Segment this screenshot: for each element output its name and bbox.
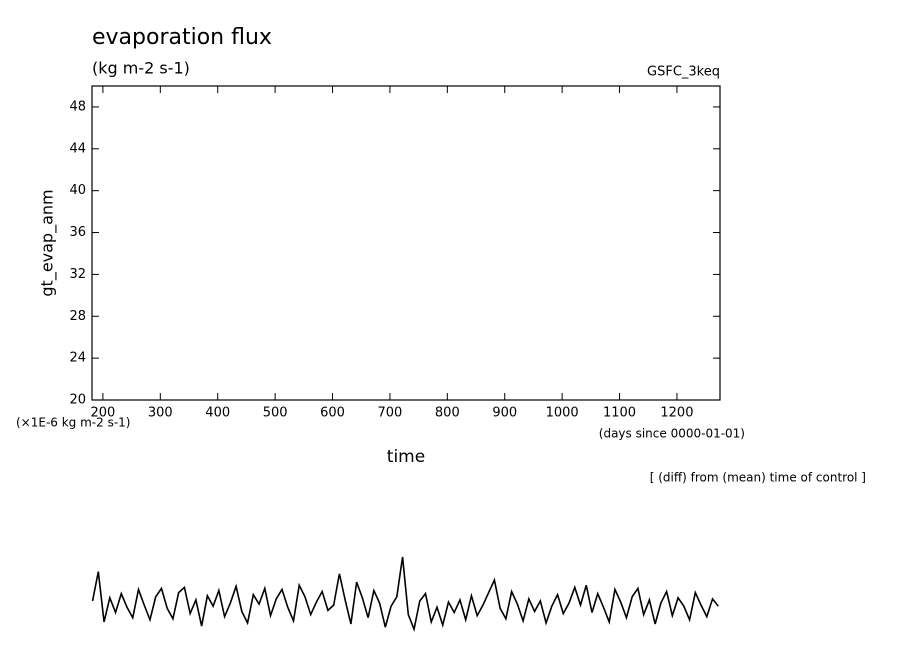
x-tick-label: 800: [435, 406, 460, 421]
chart-title: evaporation flux: [92, 25, 272, 50]
x-tick-label: 300: [148, 406, 173, 421]
y-tick-label: 24: [69, 351, 86, 366]
data-line: [91, 556, 719, 633]
chart-subtitle: (kg m-2 s-1): [92, 59, 190, 78]
x-units: (days since 0000-01-01): [599, 427, 745, 441]
x-tick-label: 1100: [603, 406, 636, 421]
x-tick-label: 1000: [546, 406, 579, 421]
y-tick-label: 32: [69, 267, 86, 282]
y-tick-label: 20: [69, 393, 86, 408]
plot-frame: [91, 85, 721, 401]
y-tick-label: 36: [69, 225, 86, 240]
x-tick-label: 700: [378, 406, 403, 421]
y-tick-label: 44: [69, 141, 86, 156]
x-tick-label: 200: [90, 406, 115, 421]
note: [ (diff) from (mean) time of control ]: [650, 471, 866, 485]
y-tick-label: 40: [69, 183, 86, 198]
x-tick-label: 900: [492, 406, 517, 421]
y-axis-label: gt_evap_anm: [38, 189, 58, 296]
y-tick-label: 48: [69, 99, 86, 114]
annotation: GSFC_3keq: [647, 65, 720, 80]
x-tick-label: 600: [320, 406, 345, 421]
x-axis-label: time: [387, 447, 425, 467]
x-tick-label: 500: [263, 406, 288, 421]
y-tick-label: 28: [69, 309, 86, 324]
x-tick-label: 1200: [660, 406, 693, 421]
y-units: (×1E-6 kg m-2 s-1): [16, 416, 130, 430]
x-tick-label: 400: [205, 406, 230, 421]
